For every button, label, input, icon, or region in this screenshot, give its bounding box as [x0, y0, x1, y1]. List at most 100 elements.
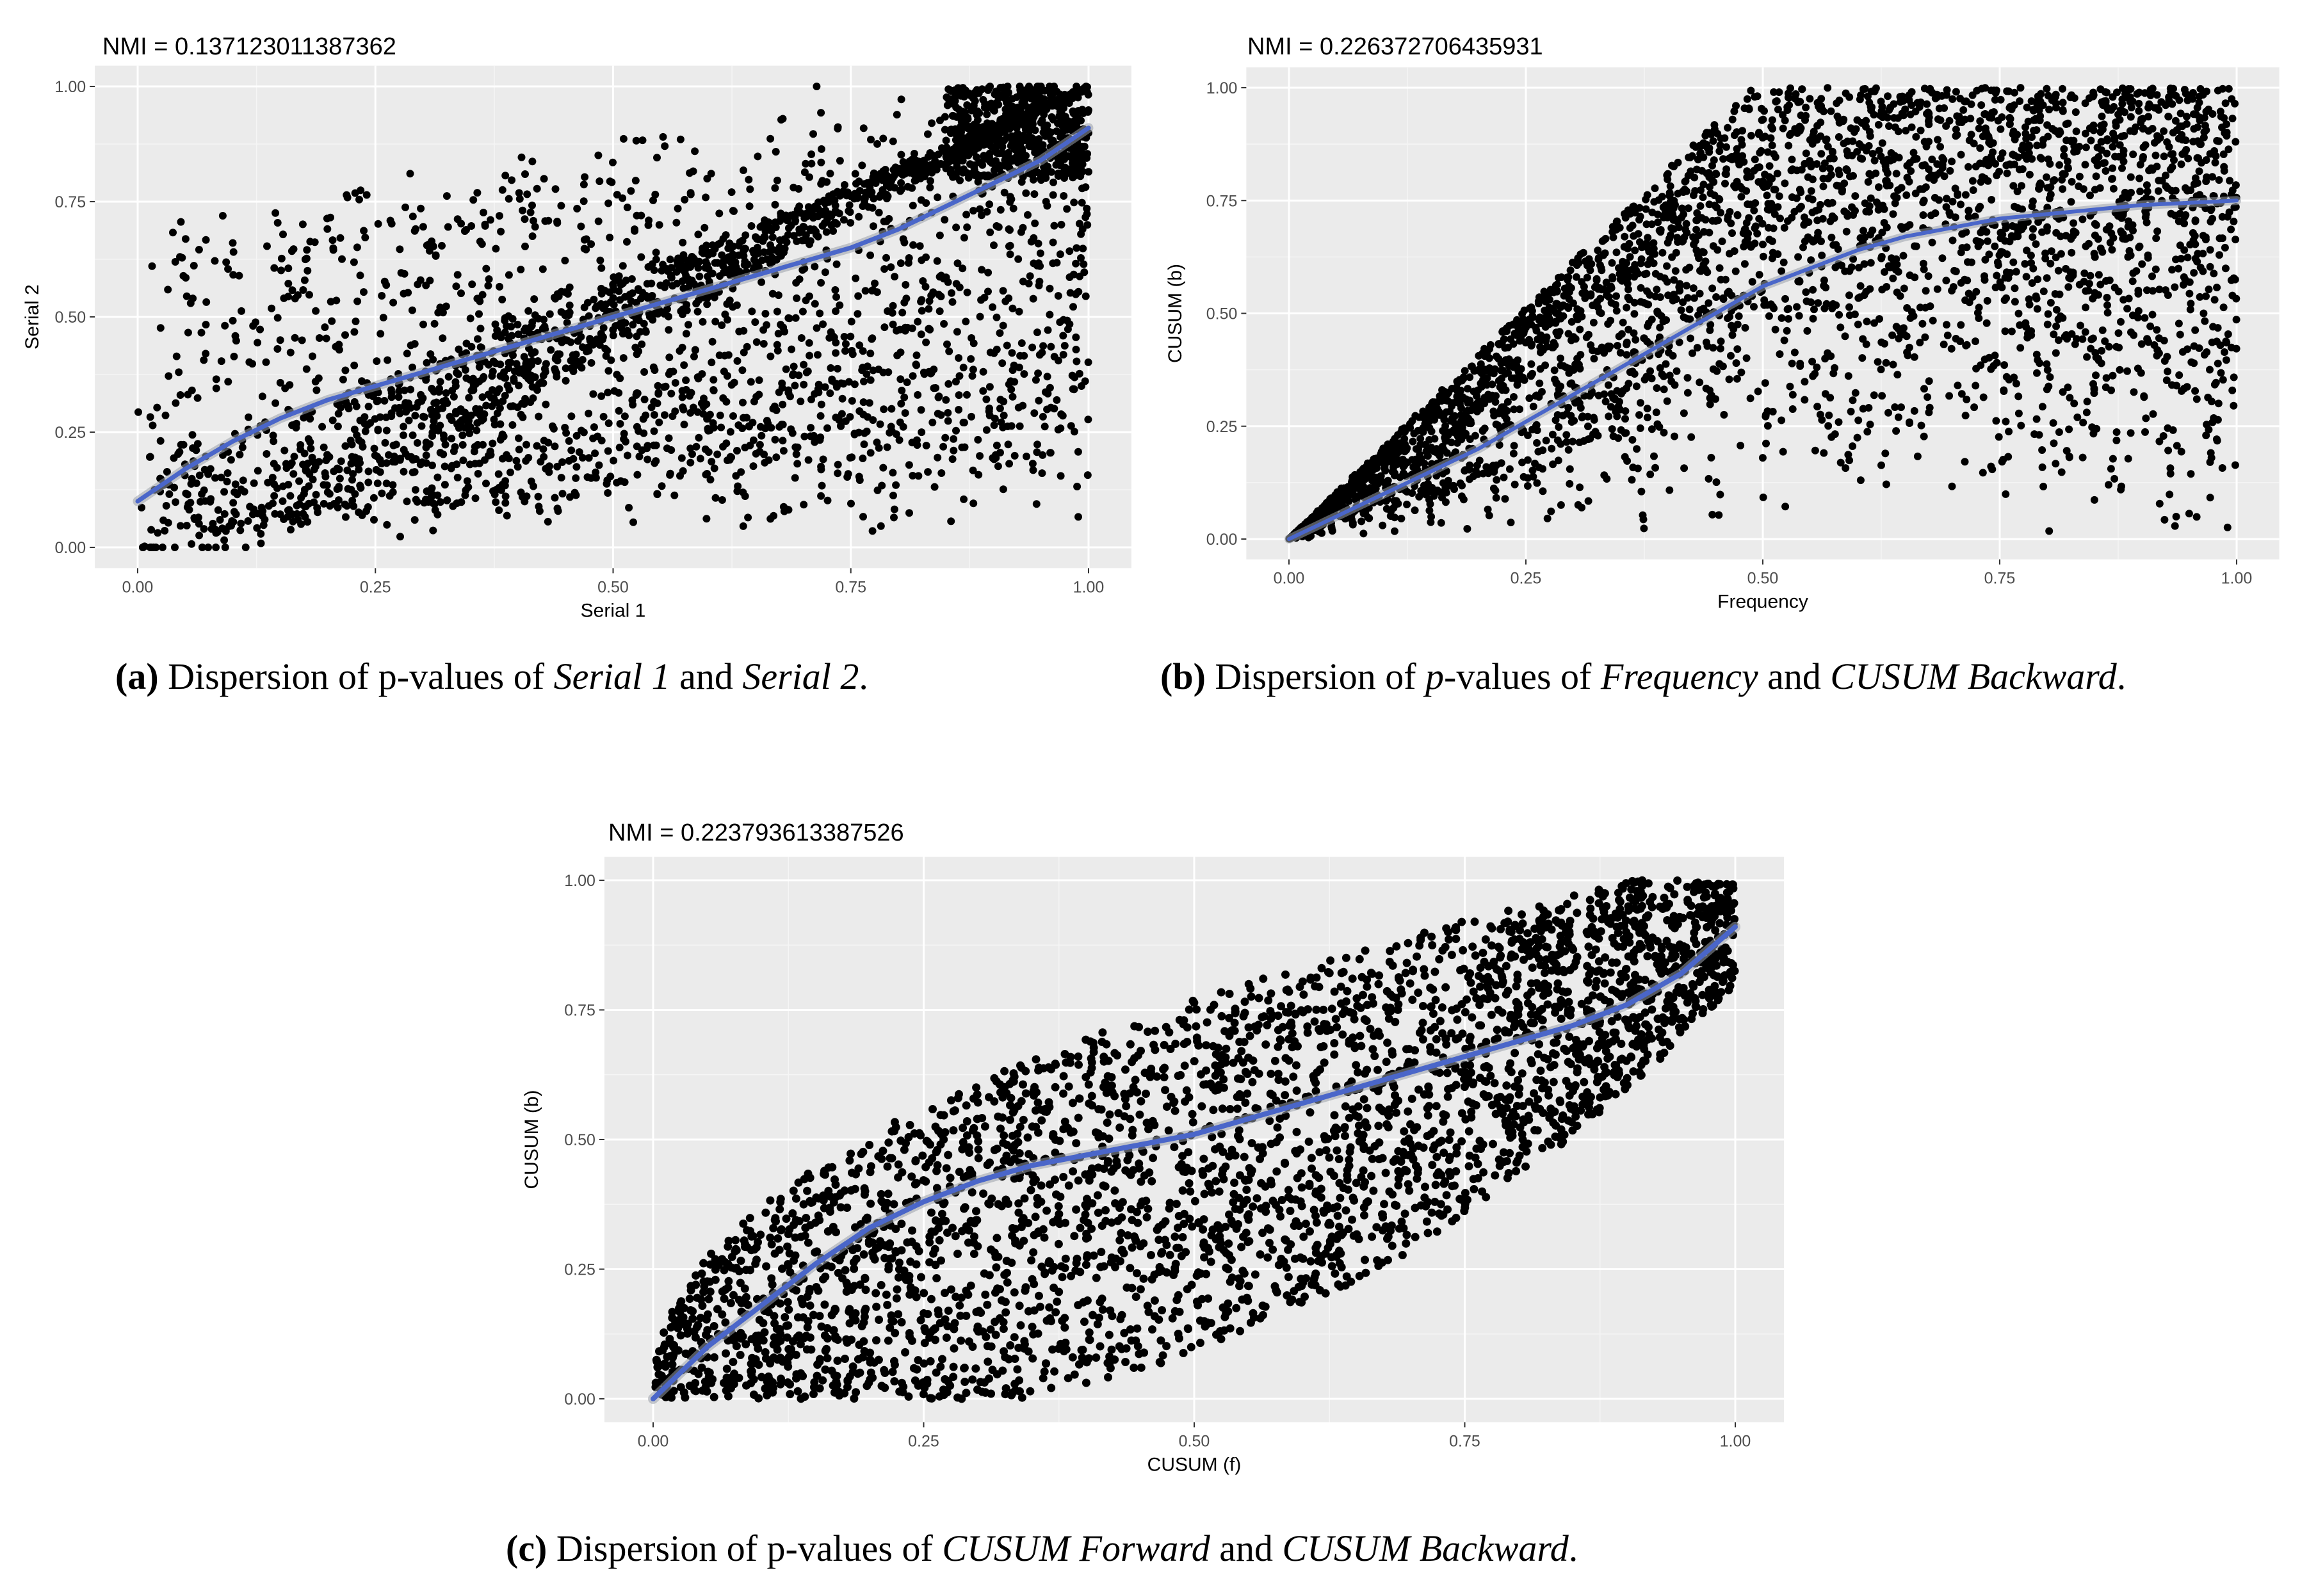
- scatter-point: [2227, 343, 2235, 351]
- scatter-point: [1548, 444, 1556, 453]
- scatter-point: [601, 344, 610, 353]
- scatter-point: [695, 272, 704, 280]
- scatter-point: [725, 239, 734, 248]
- scatter-point: [528, 350, 536, 358]
- scatter-point: [960, 419, 968, 427]
- scatter-point: [2098, 112, 2106, 120]
- scatter-point: [587, 240, 595, 248]
- scatter-point: [807, 396, 815, 403]
- scatter-point: [273, 463, 281, 472]
- scatter-point: [730, 378, 738, 387]
- scatter-point: [459, 456, 467, 465]
- scatter-point: [953, 328, 961, 336]
- scatter-point: [1020, 370, 1028, 378]
- scatter-point: [973, 107, 982, 115]
- scatter-point: [939, 442, 948, 451]
- scatter-point: [1759, 240, 1767, 248]
- scatter-point: [280, 515, 288, 523]
- smooth-line: [135, 125, 1091, 504]
- scatter-point: [976, 312, 984, 321]
- scatter-point: [2080, 269, 2089, 277]
- scatter-point: [1788, 156, 1796, 164]
- scatter-point: [409, 431, 417, 439]
- scatter-point: [1651, 184, 1659, 193]
- scatter-point: [304, 435, 312, 443]
- scatter-point: [680, 421, 688, 429]
- scatter-point: [374, 425, 382, 433]
- scatter-point: [229, 248, 238, 256]
- scatter-point: [389, 481, 397, 489]
- scatter-point: [475, 310, 483, 318]
- scatter-point: [889, 320, 897, 328]
- scatter-point: [509, 402, 517, 410]
- scatter-point: [829, 190, 838, 198]
- scatter-point: [1379, 521, 1387, 529]
- scatter-point: [291, 334, 299, 342]
- scatter-point: [1456, 479, 1464, 487]
- scatter-point: [952, 223, 960, 232]
- scatter-point: [1770, 88, 1778, 96]
- scatter-point: [841, 340, 850, 348]
- scatter-point: [635, 347, 643, 355]
- scatter-point: [231, 480, 239, 488]
- scatter-point: [782, 365, 790, 373]
- scatter-point: [1747, 131, 1755, 140]
- scatter-point: [829, 227, 838, 235]
- scatter-point: [893, 326, 901, 335]
- scatter-point: [1907, 167, 1915, 175]
- scatter-point: [891, 184, 899, 192]
- scatter-point: [694, 230, 702, 239]
- scatter-point: [501, 499, 510, 507]
- scatter-point: [1074, 513, 1082, 521]
- scatter-point: [1054, 357, 1062, 365]
- scatter-point: [565, 283, 574, 291]
- scatter-point: [1626, 253, 1634, 261]
- scatter-point: [1085, 168, 1092, 176]
- scatter-point: [922, 442, 930, 449]
- scatter-point: [950, 435, 958, 443]
- scatter-point: [948, 289, 955, 297]
- scatter-point: [667, 389, 676, 398]
- scatter-point: [974, 178, 982, 186]
- scatter-point: [744, 513, 752, 522]
- scatter-point: [747, 222, 756, 230]
- scatter-point: [733, 447, 741, 455]
- scatter-point: [411, 412, 419, 420]
- scatter-point: [411, 486, 419, 494]
- scatter-point: [408, 306, 416, 314]
- scatter-point: [983, 207, 991, 216]
- scatter-point: [2059, 85, 2066, 93]
- scatter-point: [176, 391, 184, 399]
- scatter-point: [429, 499, 437, 508]
- scatter-point: [1952, 335, 1960, 343]
- scatter-point: [146, 413, 154, 421]
- scatter-point: [790, 362, 798, 371]
- scatter-point: [847, 499, 855, 508]
- scatter-point: [640, 396, 649, 403]
- scatter-point: [1841, 332, 1849, 341]
- scatter-point: [771, 218, 779, 227]
- scatter-point: [300, 414, 308, 422]
- scatter-point: [1690, 240, 1698, 248]
- scatter-point: [572, 474, 580, 482]
- scatter-point: [1484, 505, 1492, 513]
- scatter-point: [2067, 198, 2075, 206]
- scatter-point: [1721, 134, 1729, 142]
- scatter-point: [982, 395, 991, 403]
- scatter-point: [1671, 432, 1678, 440]
- scatter-point: [994, 462, 1002, 471]
- scatter-point: [756, 440, 764, 449]
- scatter-point: [2195, 167, 2203, 175]
- scatter-point: [1653, 286, 1661, 294]
- scatter-point: [1415, 492, 1423, 501]
- scatter-point: [1961, 458, 1969, 466]
- scatter-point: [1006, 250, 1014, 259]
- scatter-point: [1849, 396, 1857, 405]
- scatter-point: [625, 331, 633, 339]
- scatter-point: [895, 436, 903, 444]
- scatter-point: [758, 431, 766, 440]
- scatter-point: [999, 287, 1007, 295]
- scatter-point: [859, 347, 867, 355]
- scatter-point: [666, 471, 674, 479]
- scatter-point: [551, 494, 559, 502]
